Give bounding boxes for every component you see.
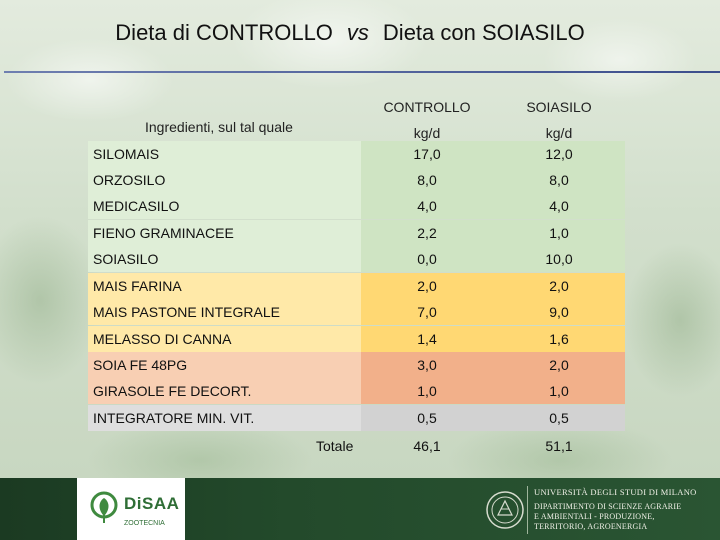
row-label-bg (88, 273, 361, 299)
row-label: ORZOSILO (93, 172, 166, 188)
university-seal-icon (486, 491, 524, 529)
value-soiasilo: 12,0 (493, 141, 625, 167)
value-controllo: 1,0 (361, 378, 493, 404)
value-controllo: 3,0 (361, 352, 493, 378)
value-controllo: 0,0 (361, 246, 493, 272)
table-row: MAIS FARINA 2,0 2,0 (88, 273, 625, 299)
row-label: SOIASILO (93, 251, 159, 267)
title-vs: vs (346, 20, 369, 45)
value-soiasilo: 2,0 (493, 352, 625, 378)
value-controllo: 8,0 (361, 167, 493, 193)
value-controllo: 0,5 (361, 405, 493, 431)
total-label: Totale (316, 438, 354, 454)
row-label: FIENO GRAMINACEE (93, 225, 234, 241)
row-label: MEDICASILO (93, 198, 180, 214)
value-controllo: 7,0 (361, 299, 493, 325)
total-soiasilo: 51,1 (545, 438, 573, 454)
department-line-3: TERRITORIO, AGROENERGIA (534, 522, 648, 531)
row-label: MELASSO DI CANNA (93, 331, 232, 347)
row-label-bg (88, 352, 361, 378)
row-label-bg (88, 141, 361, 167)
table-row: MEDICASILO 4,0 4,0 (88, 193, 625, 219)
row-label: SOIA FE 48PG (93, 357, 188, 373)
value-soiasilo: 0,5 (493, 405, 625, 431)
table-row: MELASSO DI CANNA 1,4 1,6 (88, 326, 625, 352)
disaa-subtitle: ZOOTECNIA (124, 520, 165, 527)
header-controllo: CONTROLLO kg/d (365, 94, 489, 146)
header-controllo-name: CONTROLLO (383, 99, 471, 115)
title-rule (4, 71, 720, 73)
title-left: Dieta di CONTROLLO (115, 20, 333, 45)
university-name: UNIVERSITÀ DEGLI STUDI DI MILANO (534, 487, 697, 497)
total-controllo: 46,1 (413, 438, 441, 454)
row-label: INTEGRATORE MIN. VIT. (93, 410, 255, 426)
header-soiasilo-unit: kg/d (545, 125, 573, 141)
row-label-bg (88, 220, 361, 246)
value-soiasilo: 2,0 (493, 273, 625, 299)
leaf-logo-icon (90, 491, 118, 523)
slide-title: Dieta di CONTROLLO vs Dieta con SOIASILO (0, 20, 700, 46)
header-controllo-unit: kg/d (413, 125, 441, 141)
footer-separator (527, 486, 528, 534)
table-row: INTEGRATORE MIN. VIT. 0,5 0,5 (88, 405, 625, 431)
value-soiasilo: 1,0 (493, 220, 625, 246)
value-soiasilo: 1,0 (493, 378, 625, 404)
value-controllo: 4,0 (361, 193, 493, 219)
row-label-bg (88, 378, 361, 404)
value-soiasilo: 1,6 (493, 326, 625, 352)
row-label-bg (88, 326, 361, 352)
table-row: SOIA FE 48PG 3,0 2,0 (88, 352, 625, 378)
value-soiasilo: 9,0 (493, 299, 625, 325)
header-soiasilo: SOIASILO kg/d (497, 94, 621, 146)
table-row: GIRASOLE FE DECORT. 1,0 1,0 (88, 378, 625, 404)
table-row: MAIS PASTONE INTEGRALE 7,0 9,0 (88, 299, 625, 325)
disaa-logo-text: DiSAA (124, 494, 180, 513)
value-controllo: 2,0 (361, 273, 493, 299)
row-label: MAIS FARINA (93, 278, 182, 294)
university-name-block: UNIVERSITÀ DEGLI STUDI DI MILANO DIPARTI… (534, 486, 720, 532)
value-soiasilo: 8,0 (493, 167, 625, 193)
table-row: SILOMAIS 17,0 12,0 (88, 141, 625, 167)
value-soiasilo: 4,0 (493, 193, 625, 219)
title-right: Dieta con SOIASILO (382, 20, 585, 45)
header-ingredients: Ingredienti, sul tal quale (145, 119, 293, 135)
value-controllo: 2,2 (361, 220, 493, 246)
disaa-logo-box (77, 478, 185, 540)
value-controllo: 1,4 (361, 326, 493, 352)
value-soiasilo: 10,0 (493, 246, 625, 272)
row-label-bg (88, 246, 361, 272)
row-label: MAIS PASTONE INTEGRALE (93, 304, 280, 320)
row-label-bg (88, 299, 361, 325)
value-controllo: 17,0 (361, 141, 493, 167)
department-line-1: DIPARTIMENTO DI SCIENZE AGRARIE (534, 502, 682, 511)
table-row: FIENO GRAMINACEE 2,2 1,0 (88, 220, 625, 246)
table-row: SOIASILO 0,0 10,0 (88, 246, 625, 272)
row-label: SILOMAIS (93, 146, 160, 162)
header-soiasilo-name: SOIASILO (526, 99, 592, 115)
row-label-bg (88, 405, 361, 431)
row-label: GIRASOLE FE DECORT. (93, 383, 252, 399)
department-line-2: E AMBIENTALI - PRODUZIONE, (534, 512, 655, 521)
row-label-bg (88, 193, 361, 219)
table-row: ORZOSILO 8,0 8,0 (88, 167, 625, 193)
row-label-bg (88, 167, 361, 193)
